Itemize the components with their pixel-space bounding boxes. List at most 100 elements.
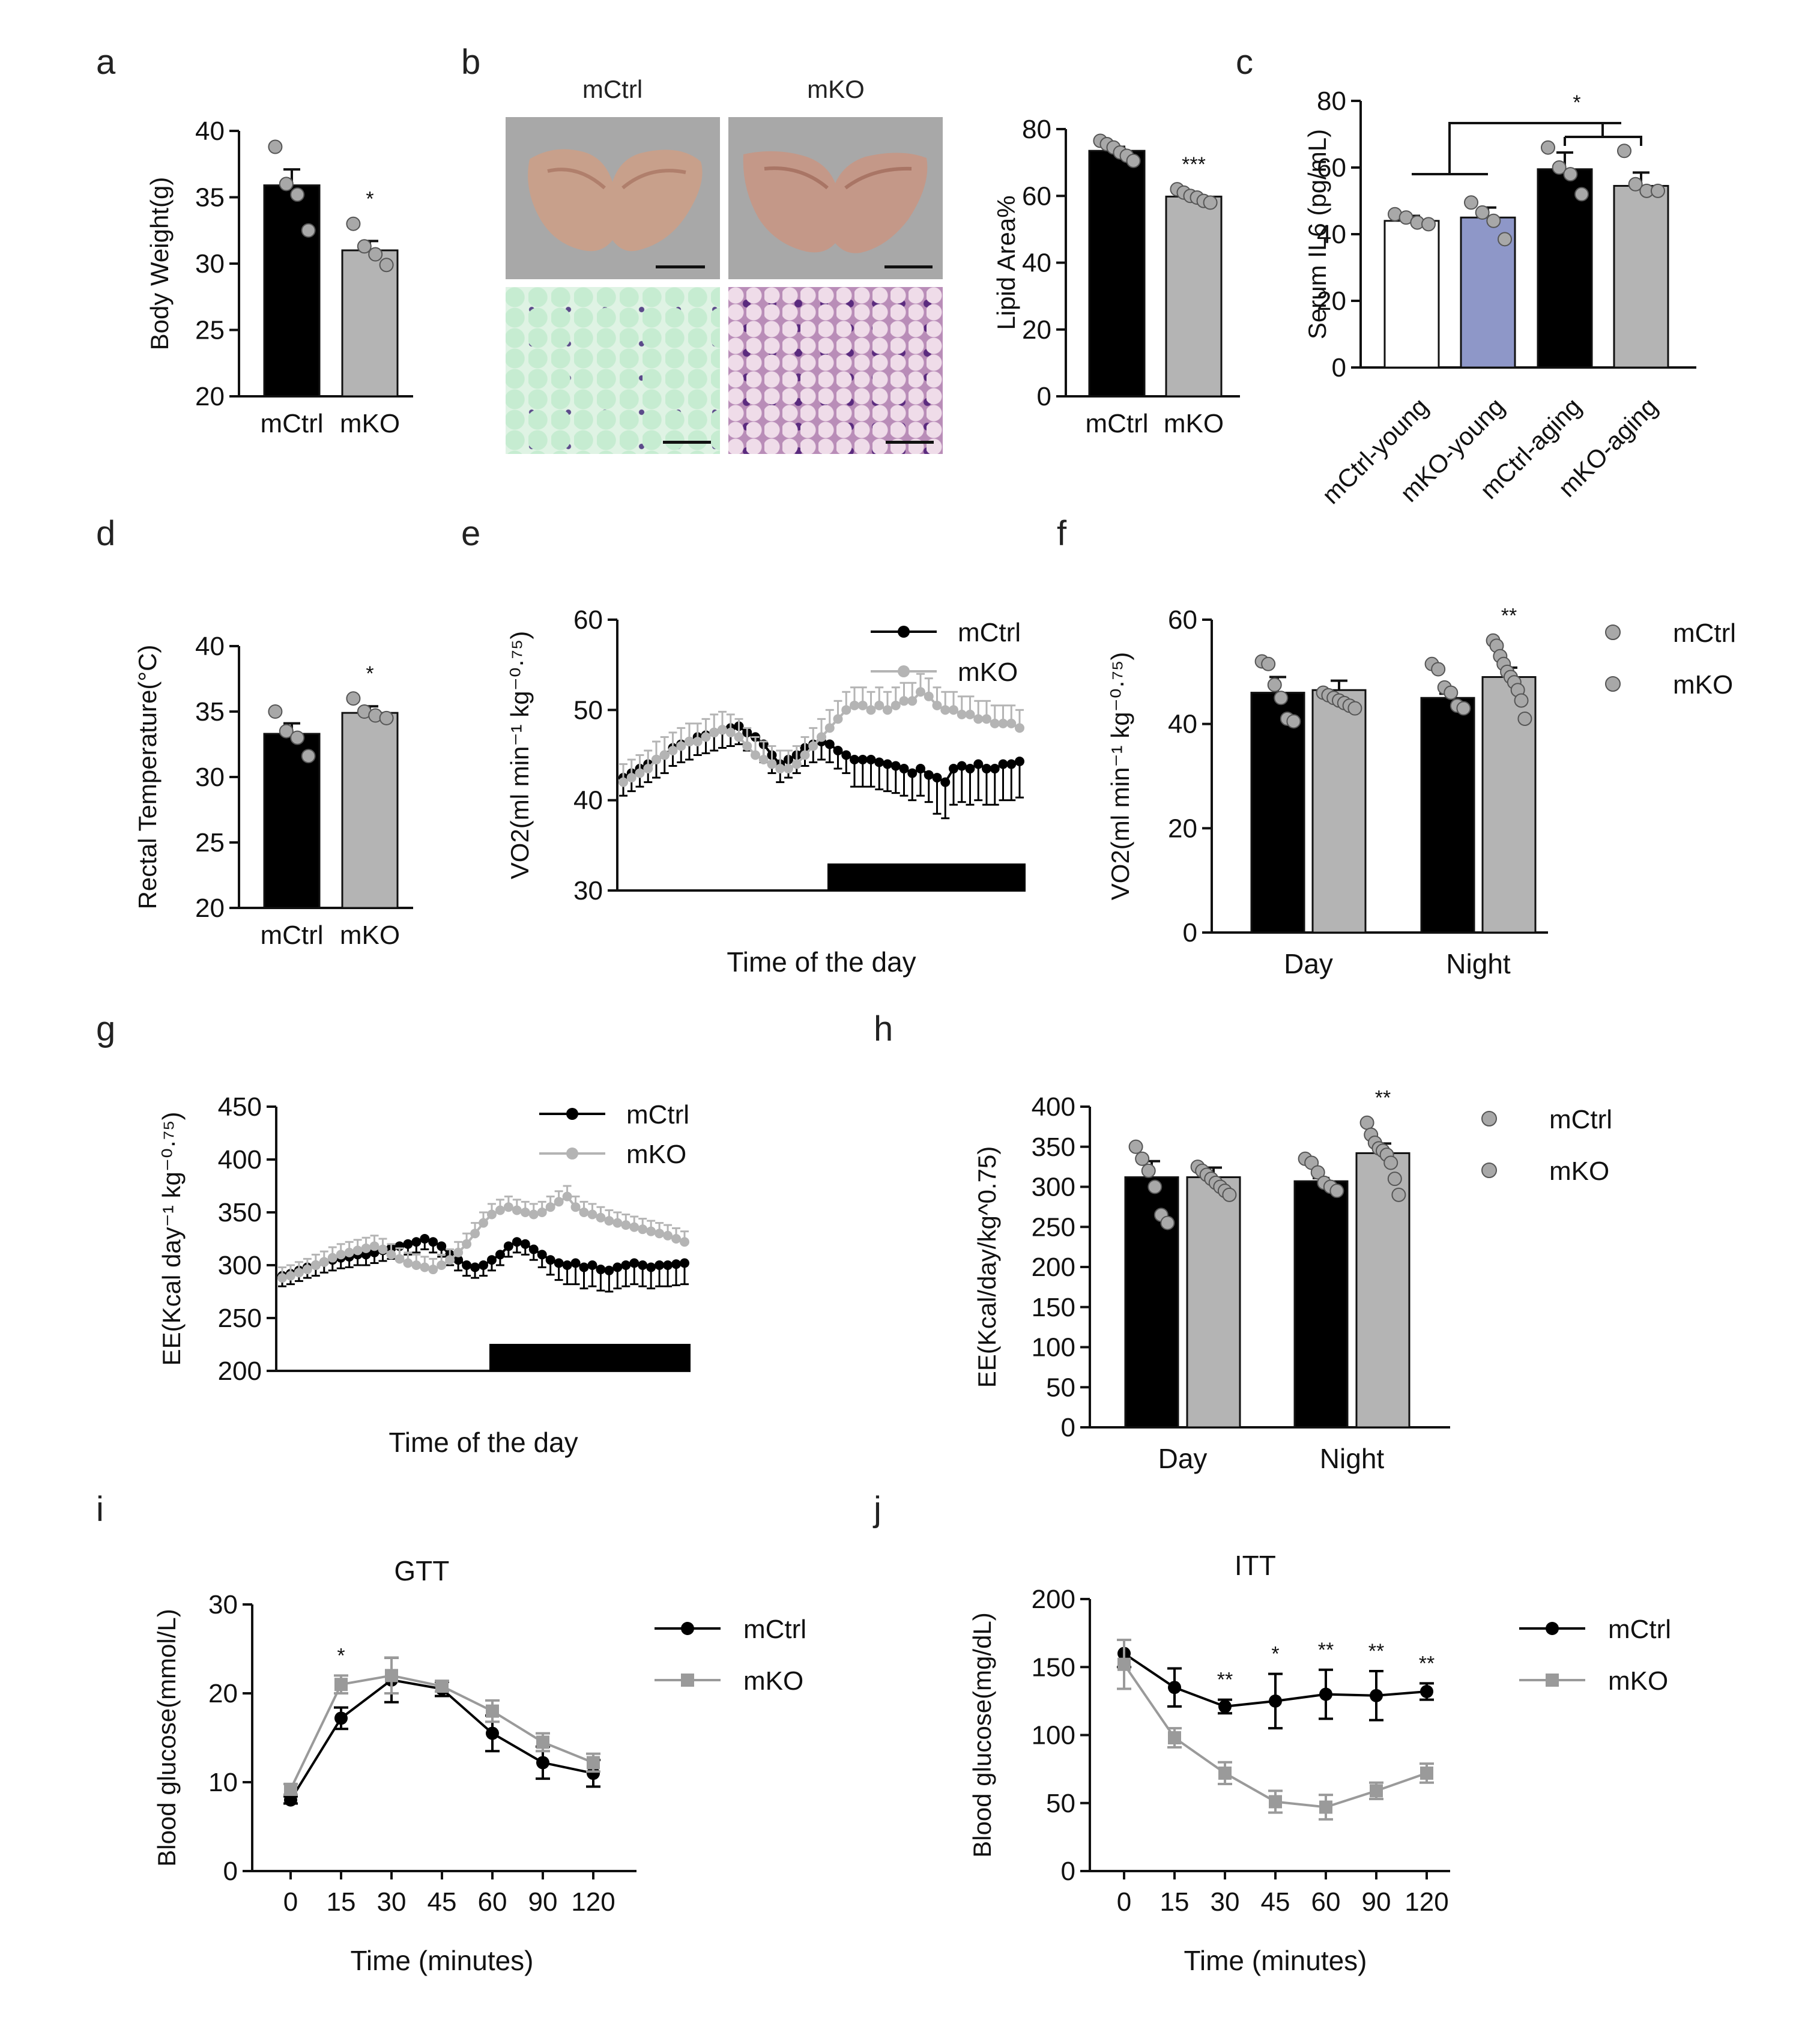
data-point-mctrl — [663, 1260, 673, 1270]
data-point-mko — [685, 736, 694, 746]
data-point-mko — [503, 1202, 513, 1212]
legend-label-mctrl: mCtrl — [1549, 1105, 1612, 1134]
data-point-mko — [990, 718, 1000, 728]
bar-mctrl — [263, 184, 321, 398]
data-point-mko — [899, 696, 909, 706]
y-tick-label: 400 — [1032, 1092, 1075, 1122]
adipose-tissue-photo-mko — [728, 117, 943, 279]
data-point-mko — [646, 1226, 656, 1236]
data-point-mko — [618, 777, 628, 787]
y-tick-label: 0 — [1332, 353, 1346, 382]
y-tick-label: 250 — [218, 1304, 262, 1333]
chart-title: GTT — [394, 1555, 449, 1586]
significance-marker: ** — [1368, 1640, 1384, 1663]
data-point-mctrl — [536, 1756, 549, 1770]
legend-marker-mko — [681, 1674, 694, 1687]
data-point — [290, 730, 305, 745]
data-point-mctrl — [629, 1258, 639, 1268]
data-point-mko — [874, 700, 884, 710]
data-point-mko — [725, 727, 736, 737]
x-axis-label: Time of the day — [389, 1427, 578, 1458]
data-point-mctrl — [841, 750, 851, 760]
legend-label-mctrl: mCtrl — [626, 1100, 689, 1129]
x-tick-label: Day — [1158, 1443, 1208, 1474]
y-tick-label: 20 — [1317, 286, 1346, 316]
data-point-mctrl — [924, 770, 934, 780]
data-point-mctrl — [562, 1260, 572, 1270]
data-point — [1387, 1172, 1402, 1187]
data-point-mko — [767, 759, 777, 769]
y-tick-label: 80 — [1317, 86, 1346, 116]
y-tick-label: 200 — [1032, 1585, 1075, 1614]
scale-bar — [663, 441, 711, 444]
data-point-mko — [470, 1229, 480, 1239]
significance-marker: * — [337, 1644, 345, 1667]
legend-label-mctrl: mCtrl — [1673, 618, 1736, 648]
data-point — [1444, 685, 1459, 700]
y-tick-label: 20 — [195, 382, 225, 411]
data-point-mko — [734, 732, 744, 742]
y-tick-label: 20 — [1168, 814, 1197, 843]
legend-marker-mko — [898, 665, 910, 677]
data-point-mctrl — [932, 773, 942, 783]
x-tick-label: mKO — [1164, 409, 1224, 438]
data-point-mko — [742, 741, 752, 751]
data-point-mko — [284, 1782, 297, 1796]
data-point-mctrl — [403, 1239, 413, 1249]
y-tick-label: 60 — [1022, 181, 1051, 211]
data-point-mko — [562, 1191, 572, 1202]
significance-bracket — [1412, 122, 1642, 175]
data-point-mko — [411, 1260, 422, 1270]
data-point — [379, 258, 394, 273]
data-point — [1274, 691, 1289, 706]
data-point-mko — [692, 736, 703, 746]
significance-marker: * — [1573, 91, 1580, 114]
data-point-mctrl — [1218, 1699, 1232, 1713]
adipose-tissue-photo-mctrl — [506, 117, 720, 279]
y-axis-label: Lipid Area% — [992, 195, 1020, 330]
data-point-mko — [671, 1234, 682, 1244]
y-tick-label: 0 — [1061, 1857, 1075, 1886]
data-point-mctrl — [503, 1241, 513, 1251]
y-tick-label: 25 — [195, 316, 225, 345]
data-point — [1147, 1179, 1163, 1194]
data-point-mctrl — [824, 739, 835, 749]
data-point-mctrl — [655, 1260, 665, 1270]
y-tick-label: 100 — [1032, 1333, 1075, 1362]
data-point-mctrl — [671, 1259, 682, 1269]
bar-mko — [341, 712, 399, 909]
data-point-mko — [668, 745, 678, 755]
image-column-title-mko: mKO — [807, 75, 865, 103]
data-point-mctrl — [411, 1237, 422, 1247]
y-axis-label: Rectal Temperature(°C) — [133, 645, 162, 910]
data-point-mctrl — [621, 1260, 631, 1270]
x-tick-label: 90 — [528, 1887, 558, 1917]
data-point-mctrl — [537, 1250, 547, 1260]
legend-label-mko: mKO — [1608, 1666, 1668, 1696]
y-axis-label: Serum IL6 (pg/mL) — [1303, 129, 1331, 339]
data-point-mko — [302, 1265, 312, 1275]
bar-mctrl-night — [1420, 697, 1475, 934]
y-tick-label: 30 — [195, 249, 225, 279]
bar-mCtrl-young — [1383, 220, 1440, 369]
data-point — [346, 216, 361, 231]
data-point — [1464, 195, 1478, 210]
data-point-mko — [883, 705, 892, 715]
x-tick-label: 15 — [327, 1887, 356, 1917]
y-tick-label: 60 — [1317, 153, 1346, 183]
data-point — [1514, 693, 1529, 708]
data-point-mctrl — [990, 764, 1000, 774]
data-point-mko — [718, 725, 727, 735]
y-tick-label: 40 — [1317, 220, 1346, 249]
data-point-mko — [629, 1222, 639, 1232]
data-point-mko — [437, 1260, 447, 1270]
data-point — [1128, 1139, 1143, 1154]
legend-marker-mko — [566, 1147, 578, 1160]
data-point — [1160, 1215, 1175, 1230]
x-axis-label: Time (minutes) — [1184, 1945, 1367, 1976]
data-point — [1383, 1155, 1398, 1170]
data-point-mctrl — [604, 1265, 614, 1275]
data-point — [1498, 232, 1512, 247]
x-tick-label: 60 — [1311, 1887, 1341, 1917]
significance-marker: *** — [1182, 153, 1206, 176]
